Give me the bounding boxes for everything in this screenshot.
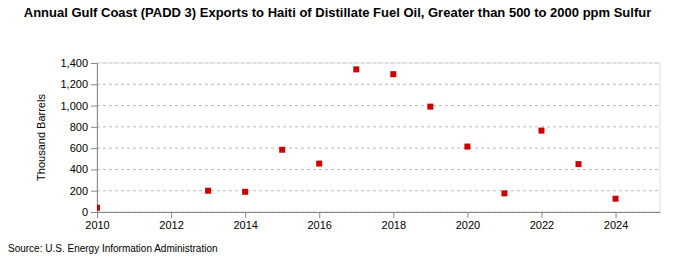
point [576, 161, 582, 167]
y-tick-mark [91, 63, 97, 64]
x-tick: 2010 [85, 212, 109, 231]
y-axis-line [97, 64, 98, 213]
x-tick-label: 2016 [307, 219, 331, 231]
title: Annual Gulf Coast (PADD 3) Exports to Ha… [24, 5, 651, 20]
x-tick: 2016 [307, 212, 331, 231]
y-tick: 0 [82, 206, 97, 218]
point [538, 128, 544, 134]
y-tick-mark [91, 148, 97, 149]
x-tick: 2014 [233, 212, 257, 231]
points [97, 66, 619, 210]
x-tick-label: 2010 [85, 219, 109, 231]
source: Source: U.S. Energy Information Administ… [8, 243, 218, 254]
chart: 2010 2012 2014 2016 2018 2020 2022 2024 0 200 400 6… [0, 0, 675, 275]
y-tick: 200 [70, 185, 97, 197]
point [316, 161, 322, 167]
grid-line [97, 169, 660, 170]
y-tick-label: 600 [70, 142, 88, 154]
x-tick-mark [97, 212, 98, 218]
x-tick-label: 2014 [233, 219, 257, 231]
x-tick-mark [393, 212, 394, 218]
y-axis-title: Thousand Barrels [35, 94, 47, 181]
x-tick-label: 2022 [530, 219, 554, 231]
y-tick-label: 1,400 [60, 57, 88, 69]
y-tick: 1,400 [60, 57, 97, 69]
y-tick-mark [91, 84, 97, 85]
grid-line [97, 126, 660, 127]
point [501, 190, 507, 196]
grid-line [97, 84, 660, 85]
grid [97, 63, 660, 212]
point [279, 147, 285, 153]
point [242, 189, 248, 195]
x-tick: 2018 [382, 212, 406, 231]
y-tick: 400 [70, 163, 97, 175]
x-axis-line [98, 212, 661, 213]
y-tick: 800 [70, 121, 97, 133]
y-tick: 1,000 [60, 100, 97, 112]
y-tick-mark [91, 212, 97, 213]
point [353, 66, 359, 72]
point [427, 104, 433, 110]
plot-frame [97, 63, 660, 212]
y-tick-label: 0 [82, 206, 88, 218]
x-tick-mark [245, 212, 246, 218]
y-tick-label: 400 [70, 163, 88, 175]
x-tick-label: 2018 [382, 219, 406, 231]
grid-line [97, 105, 660, 106]
x-tick-mark [467, 212, 468, 218]
y-tick-label: 1,000 [60, 100, 88, 112]
x-tick-mark [616, 212, 617, 218]
grid-line [97, 190, 660, 191]
y-tick: 1,200 [60, 78, 97, 90]
y-tick: 600 [70, 142, 97, 154]
x-tick-mark [319, 212, 320, 218]
x-tick-mark [171, 212, 172, 218]
x-axis: 2010 2012 2014 2016 2018 2020 2022 2024 [85, 212, 660, 231]
y-tick-mark [91, 106, 97, 107]
x-tick: 2022 [530, 212, 554, 231]
y-axis: 0 200 400 600 800 1,000 1,200 1,400 [60, 57, 97, 218]
y-tick-label: 1,200 [60, 78, 88, 90]
x-tick-label: 2024 [604, 219, 628, 231]
x-tick: 2012 [159, 212, 183, 231]
y-tick-label: 200 [70, 185, 88, 197]
point [613, 196, 619, 202]
y-tick-mark [91, 191, 97, 192]
y-tick-mark [91, 127, 97, 128]
point [390, 71, 396, 77]
x-tick-mark [541, 212, 542, 218]
point [464, 144, 470, 150]
point [97, 205, 100, 211]
y-tick-mark [91, 169, 97, 170]
y-tick-label: 800 [70, 121, 88, 133]
x-tick: 2020 [456, 212, 480, 231]
grid-line [97, 148, 660, 149]
x-tick-label: 2012 [159, 219, 183, 231]
point [205, 188, 211, 194]
x-tick: 2024 [604, 212, 628, 231]
x-tick-label: 2020 [456, 219, 480, 231]
